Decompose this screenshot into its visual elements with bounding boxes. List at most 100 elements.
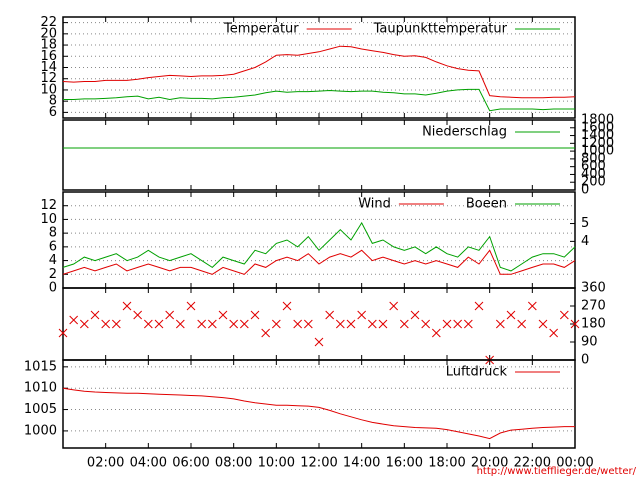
x-tick-label: 00:00 — [556, 456, 593, 471]
point — [453, 319, 463, 329]
point — [261, 328, 271, 338]
y-tick-label: 18 — [40, 38, 57, 53]
panel-frame — [62, 359, 576, 449]
y2-tick-label: 0 — [581, 183, 589, 198]
point — [410, 310, 420, 320]
point — [549, 328, 559, 338]
x-tick-label: 20:00 — [471, 456, 508, 471]
point — [239, 319, 249, 329]
x-tick-label: 08:00 — [215, 456, 252, 471]
y-tick-label: 6 — [49, 105, 57, 120]
y2-tick-label: 4 — [581, 234, 589, 249]
point — [335, 319, 345, 329]
x-tick-label: 14:00 — [343, 456, 380, 471]
x-tick-label: 16:00 — [386, 456, 423, 471]
point — [527, 301, 537, 311]
point — [186, 301, 196, 311]
point — [111, 319, 121, 329]
y2-tick-label: 1400 — [581, 128, 614, 143]
legend-label: Taupunkttemperatur — [373, 22, 508, 37]
y-tick-label: 4 — [49, 253, 57, 268]
point — [293, 319, 303, 329]
panel-frame — [62, 119, 576, 191]
series-line — [62, 387, 575, 440]
point — [325, 310, 335, 320]
point — [79, 319, 89, 329]
point — [538, 319, 548, 329]
point — [207, 319, 217, 329]
point — [282, 301, 292, 311]
series-line — [63, 88, 575, 112]
point — [154, 319, 164, 329]
point — [90, 310, 100, 320]
y-tick-label: 12 — [40, 198, 57, 213]
y-tick-label: 1000 — [24, 423, 57, 438]
point — [506, 310, 516, 320]
point — [570, 319, 580, 329]
x-tick-label: 04:00 — [130, 456, 167, 471]
point — [303, 319, 313, 329]
point — [133, 310, 143, 320]
y-tick-label: 1015 — [24, 359, 57, 374]
y2-tick-label: 1800 — [581, 113, 614, 128]
point — [421, 319, 431, 329]
y2-tick-label: 1200 — [581, 136, 614, 151]
point — [463, 319, 473, 329]
y2-tick-label: 0 — [581, 353, 589, 368]
y2-tick-label: 400 — [581, 167, 606, 182]
y2-tick-label: 200 — [581, 175, 606, 190]
point — [517, 319, 527, 329]
point — [175, 319, 185, 329]
point — [197, 319, 207, 329]
point — [367, 319, 377, 329]
y2-tick-label: 360 — [581, 281, 606, 296]
y-tick-label: 14 — [40, 60, 57, 75]
y-tick-label: 0 — [49, 281, 57, 296]
series-line — [62, 249, 576, 275]
point — [229, 319, 239, 329]
x-tick-label: 18:00 — [428, 456, 465, 471]
point — [314, 337, 324, 347]
point — [143, 319, 153, 329]
y-tick-label: 6 — [49, 239, 57, 254]
y-tick-label: 2 — [49, 267, 57, 282]
y-tick-label: 1005 — [24, 402, 57, 417]
point — [165, 310, 175, 320]
point — [346, 319, 356, 329]
y-tick-label: 12 — [40, 71, 57, 86]
point — [58, 328, 68, 338]
y-tick-label: 8 — [49, 94, 57, 109]
y-tick-label: 10 — [40, 82, 57, 97]
x-tick-label: 10:00 — [258, 456, 295, 471]
y-tick-label: 8 — [49, 226, 57, 241]
y2-tick-label: 5 — [581, 216, 589, 231]
x-tick-label: 22:00 — [514, 456, 551, 471]
legend-label: Luftdruck — [446, 365, 508, 380]
panel-frame — [62, 287, 576, 361]
point — [399, 319, 409, 329]
point — [250, 310, 260, 320]
y2-tick-label: 180 — [581, 317, 606, 332]
y-tick-label: 1010 — [24, 381, 57, 396]
legend-label: Temperatur — [223, 22, 299, 37]
x-tick-label: 12:00 — [300, 456, 337, 471]
series-line — [62, 221, 576, 272]
panel-frame — [62, 16, 576, 119]
point — [218, 310, 228, 320]
point — [495, 319, 505, 329]
y2-tick-label: 1600 — [581, 120, 614, 135]
point — [357, 310, 367, 320]
y2-tick-label: 90 — [581, 335, 598, 350]
legend-label: Wind — [358, 197, 391, 212]
point — [69, 315, 79, 325]
point — [122, 301, 132, 311]
legend-label: Niederschlag — [422, 125, 507, 140]
y2-tick-label: 270 — [581, 299, 606, 314]
y-tick-label: 20 — [40, 26, 57, 41]
y-tick-label: 16 — [40, 49, 57, 64]
point — [474, 301, 484, 311]
x-tick-label: 06:00 — [172, 456, 209, 471]
y2-tick-label: 1000 — [581, 144, 614, 159]
point — [431, 328, 441, 338]
